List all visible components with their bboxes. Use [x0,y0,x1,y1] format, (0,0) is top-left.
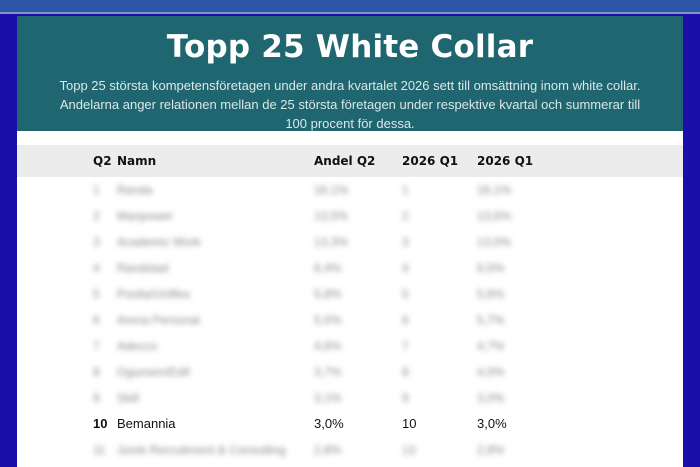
cell-q1-rank: 3 [402,235,409,249]
table-row: 11 Jurek Recruitment & Consulting 2,8% 13 2,… [17,437,683,463]
cell-rank: 2 [93,209,100,223]
cell-q1-rank: 2 [402,209,409,223]
column-header-name[interactable]: Namn [117,154,157,168]
cell-q1-share: 16,1% [477,183,512,197]
cell-q1-share: 3,0% [477,416,507,431]
cell-rank: 5 [93,287,100,301]
cell-q1-share: 4,7% [477,339,505,353]
cell-q1-rank: 13 [402,443,416,457]
cell-q1-rank: 6 [402,313,409,327]
cell-rank: 7 [93,339,100,353]
cell-name: Randstad [117,261,169,275]
column-header-q1-rank[interactable]: 2026 Q1 [402,154,459,168]
cell-q1-rank: 8 [402,365,409,379]
table-header-banner: Topp 25 White Collar Topp 25 största kom… [17,16,683,131]
cell-q1-share: 3,0% [477,391,505,405]
cell-share-q2: 5,8% [314,287,342,301]
cell-q1-rank: 4 [402,261,409,275]
cell-name: Skill [117,391,140,405]
cell-q1-share: 2,8% [477,443,505,457]
cell-rank: 10 [93,416,108,431]
top-bar [0,0,700,12]
table-row: 10 Bemannia 3,0% 10 3,0% [17,411,683,437]
cell-q1-rank: 5 [402,287,409,301]
cell-share-q2: 3,0% [314,416,344,431]
page-title: Topp 25 White Collar [166,29,534,65]
table-row: 4 Randstad 6,4% 4 6,5% [17,255,683,281]
cell-share-q2: 4,6% [314,339,342,353]
spacer [17,131,683,145]
cell-name: Manpower [117,209,174,223]
cell-rank: 9 [93,391,100,405]
column-header-rank[interactable]: Q2 [93,154,112,168]
cell-q1-share: 13,0% [477,235,512,249]
table-row: 7 Adecco 4,6% 7 4,7% [17,333,683,359]
cell-share-q2: 13,3% [314,235,349,249]
cell-q1-share: 5,6% [477,287,505,301]
table-row: 6 Arena Personal 5,0% 6 5,7% [17,307,683,333]
cell-rank: 8 [93,365,100,379]
cell-share-q2: 3,1% [314,391,342,405]
cell-rank: 11 [93,443,106,457]
cell-q1-share: 5,7% [477,313,505,327]
table-row: 5 Poolia/Uniflex 5,8% 5 5,6% [17,281,683,307]
cell-q1-rank: 9 [402,391,409,405]
cell-share-q2: 2,8% [314,443,342,457]
cell-q1-share: 4,0% [477,365,505,379]
table-row: 9 Skill 3,1% 9 3,0% [17,385,683,411]
cell-name: Arena Personal [117,313,200,327]
cell-share-q2: 3,7% [314,365,342,379]
table-row: 8 Ogunsen/Edif 3,7% 8 4,0% [17,359,683,385]
top-bar-divider [0,12,700,14]
cell-q1-share: 6,5% [477,261,505,275]
cell-name: Adecco [117,339,158,353]
cell-rank: 6 [93,313,100,327]
cell-share-q2: 5,0% [314,313,342,327]
cell-share-q2: 16,1% [314,183,349,197]
cell-rank: 3 [93,235,100,249]
cell-name: Jurek Recruitment & Consulting [117,443,286,457]
content-panel: Topp 25 White Collar Topp 25 största kom… [17,16,683,467]
table-row: 1 Randa 16,1% 1 16,1% [17,177,683,203]
cell-rank: 1 [93,183,100,197]
cell-share-q2: 6,4% [314,261,342,275]
column-header-q1-share[interactable]: 2026 Q1 [477,154,534,168]
cell-name: Randa [117,183,153,197]
page-description: Topp 25 största kompetensföretagen under… [59,78,641,131]
cell-q1-share: 13,6% [477,209,512,223]
cell-q1-rank: 7 [402,339,409,353]
cell-name: Poolia/Uniflex [117,287,191,301]
cell-name: Academic Work [117,235,201,249]
table-row: 2 Manpower 13,5% 2 13,6% [17,203,683,229]
cell-rank: 4 [93,261,100,275]
table-row: 3 Academic Work 13,3% 3 13,0% [17,229,683,255]
cell-share-q2: 13,5% [314,209,349,223]
table-body: 1 Randa 16,1% 1 16,1% 2 Manpower 13,5% 2 13,6% 3 Ac… [17,177,683,463]
cell-q1-rank: 10 [402,416,417,431]
cell-name: Bemannia [117,416,176,431]
table-head: Q2 Namn Andel Q2 2026 Q1 2026 Q1 [17,145,683,177]
cell-q1-rank: 1 [402,183,409,197]
cell-name: Ogunsen/Edif [117,365,190,379]
column-header-share-q2[interactable]: Andel Q2 [314,154,376,168]
